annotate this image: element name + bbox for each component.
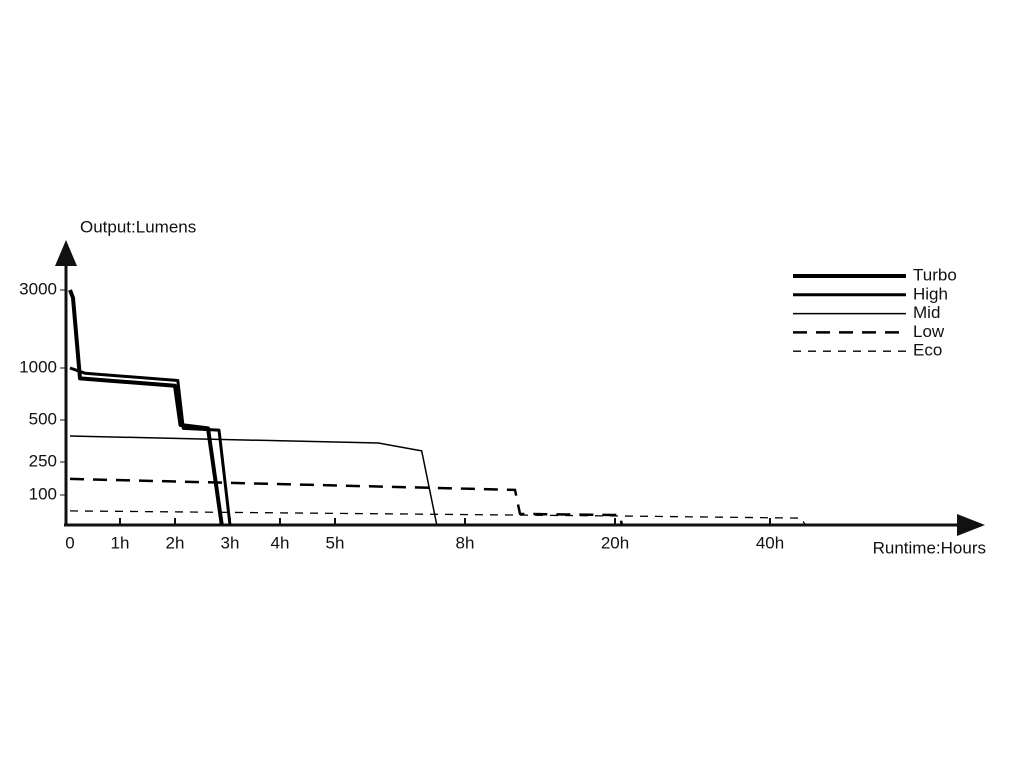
x-tick-label: 40h [756,533,784,552]
y-axis-label: Output:Lumens [80,217,196,236]
x-axis-arrow [957,514,985,536]
series-line [69,510,807,526]
legend-label: Low [913,322,945,341]
series-line [69,477,624,526]
x-tick-label: 5h [326,533,345,552]
x-tick-label: 1h [111,533,130,552]
x-tick-label: 3h [221,533,240,552]
legend-label: Mid [913,303,940,322]
series-line [69,366,232,526]
x-tick-label: 0 [65,533,74,552]
series-line [68,289,224,526]
y-tick-label: 1000 [19,357,57,376]
x-tick-label: 8h [456,533,475,552]
y-tick-label: 250 [29,451,57,470]
x-tick-label: 20h [601,533,629,552]
y-tick-label: 100 [29,484,57,503]
legend-label: Eco [913,341,942,360]
x-tick-label: 2h [166,533,185,552]
legend-label: Turbo [913,265,957,284]
y-tick-label: 3000 [19,279,57,298]
x-tick-label: 4h [271,533,290,552]
legend-label: High [913,284,948,303]
x-axis-label: Runtime:Hours [873,538,986,557]
series-line [69,435,438,526]
y-tick-label: 500 [29,409,57,428]
y-axis-arrow [55,240,77,266]
